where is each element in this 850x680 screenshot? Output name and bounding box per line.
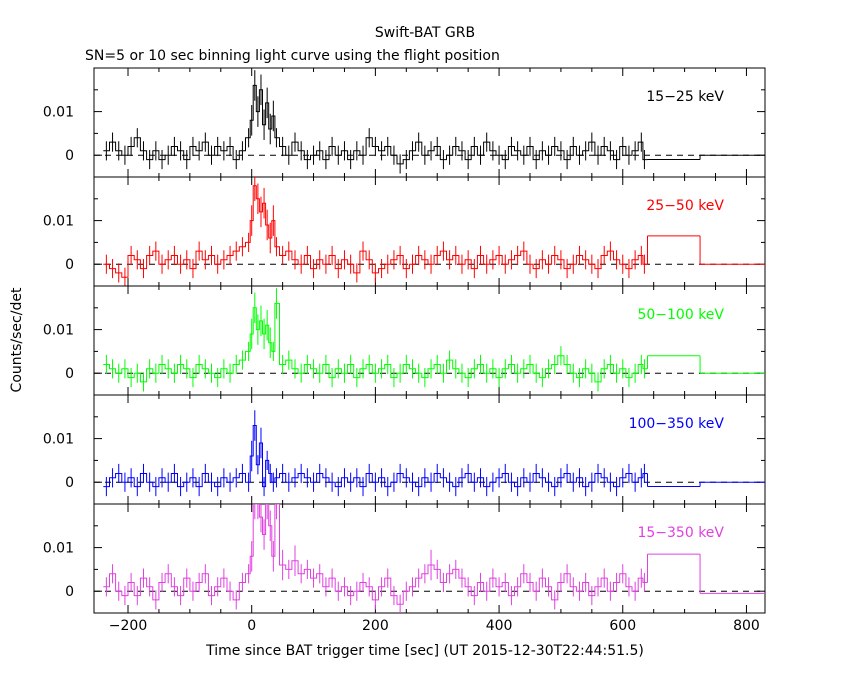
x-tick-label: −200 [109, 618, 147, 634]
panel-frame [93, 394, 766, 505]
panel-3: 0 0.01 100−350 keV [43, 394, 766, 505]
panel-frame [93, 67, 766, 178]
series-100−350 keV [103, 410, 765, 497]
series-15−25 keV [103, 70, 765, 174]
band-label: 50−100 keV [637, 307, 724, 323]
y-tick-label: 0.01 [43, 214, 74, 230]
y-tick-label: 0 [65, 475, 74, 491]
panel-0: 0 0.01 15−25 keV [43, 67, 766, 178]
panel-4: −200 0 200 400 600 800 0 0.01 15−350 keV [43, 503, 766, 634]
series-step-line [103, 302, 648, 383]
panel-frame [93, 503, 766, 614]
panel-2: 0 0.01 50−100 keV [43, 285, 766, 396]
band-label: 15−350 keV [637, 525, 724, 541]
y-tick-label: 0.01 [43, 541, 74, 557]
panels-group: 0 0.01 15−25 keV 0 0.01 25−50 keV 0 0.01 50−100 … [43, 67, 766, 634]
panel-1: 0 0.01 25−50 keV [43, 176, 766, 287]
band-label: 25−50 keV [646, 198, 724, 214]
panel-frame [93, 285, 766, 396]
y-tick-label: 0 [65, 148, 74, 164]
series-step-line [103, 185, 648, 278]
y-tick-label: 0 [65, 366, 74, 382]
series-50−100 keV [103, 288, 765, 392]
series-25−50 keV [103, 177, 765, 286]
y-tick-label: 0.01 [43, 432, 74, 448]
y-tick-label: 0.01 [43, 323, 74, 339]
chart-title: Swift-BAT GRB [375, 25, 475, 41]
panel-frame [93, 176, 766, 287]
series-step-line [103, 84, 648, 165]
band-label: 15−25 keV [646, 89, 724, 105]
series-15−350 keV [103, 504, 765, 613]
y-tick-label: 0.01 [43, 105, 74, 121]
chart-subtitle: SN=5 or 10 sec binning light curve using… [85, 48, 500, 64]
x-axis-label: Time since BAT trigger time [sec] (UT 20… [205, 643, 644, 659]
y-tick-label: 0 [65, 584, 74, 600]
y-tick-label: 0 [65, 257, 74, 273]
series-step-line [103, 504, 648, 605]
x-tick-label: 0 [247, 618, 256, 634]
x-tick-label: 400 [486, 618, 513, 634]
x-tick-label: 600 [609, 618, 636, 634]
x-tick-label: 200 [362, 618, 389, 634]
x-tick-label: 800 [733, 618, 760, 634]
band-label: 100−350 keV [629, 416, 725, 432]
series-step-line [103, 425, 648, 488]
y-axis-label: Counts/sec/det [9, 287, 25, 392]
